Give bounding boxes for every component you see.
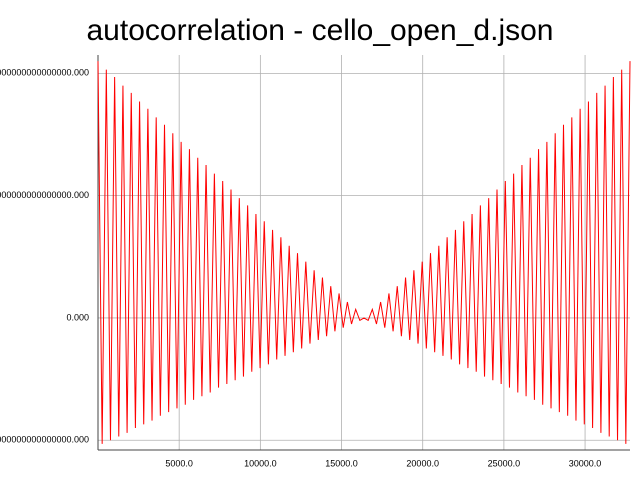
x-tick-label: 10000.0 xyxy=(244,458,277,468)
plot-area xyxy=(98,55,630,450)
x-tick-label: 5000.0 xyxy=(165,458,193,468)
x-tick-label: 20000.0 xyxy=(406,458,439,468)
chart-title: autocorrelation - cello_open_d.json xyxy=(87,14,554,47)
y-tick-label: 1000000000000000000.000 xyxy=(0,190,89,200)
data-line xyxy=(97,61,631,444)
x-tick-label: 15000.0 xyxy=(325,458,358,468)
y-tick-label: 0.000 xyxy=(66,312,89,322)
x-tick-label: 30000.0 xyxy=(569,458,602,468)
y-tick-label: 2000000000000000000.000 xyxy=(0,68,89,78)
x-tick-label: 25000.0 xyxy=(488,458,521,468)
y-tick-label: -1000000000000000000.000 xyxy=(0,435,89,445)
